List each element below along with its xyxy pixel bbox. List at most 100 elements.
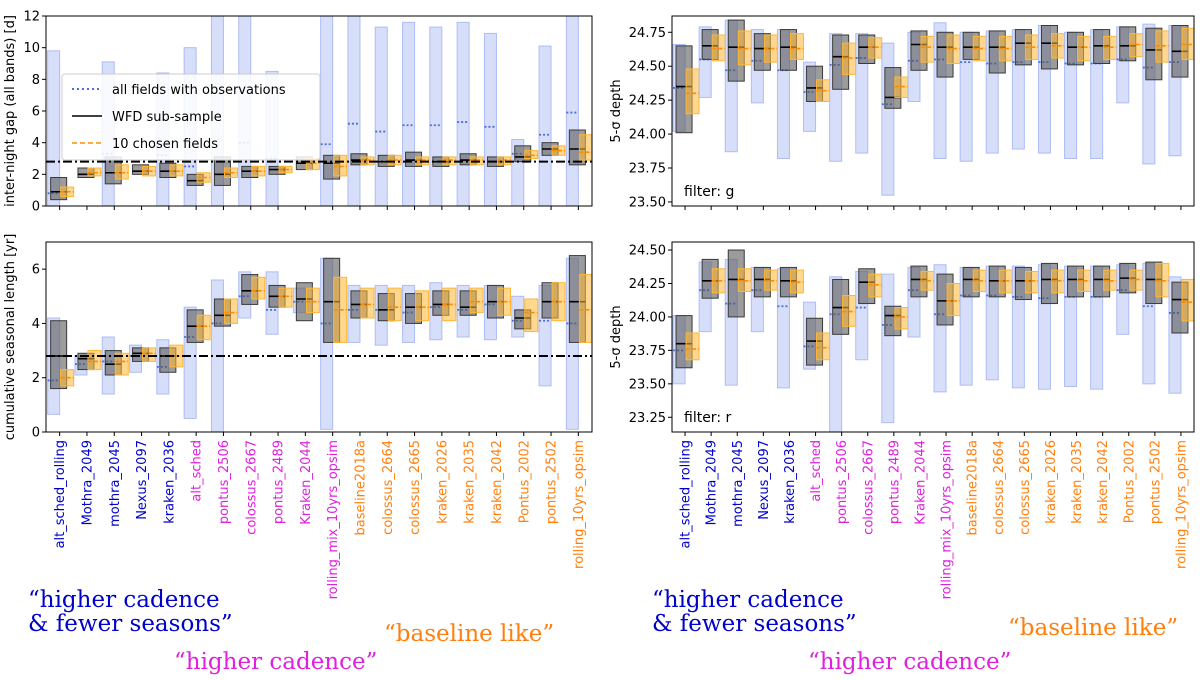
chosen-bar — [469, 287, 484, 314]
annotation-line1: “higher cadence — [28, 587, 220, 613]
x-tick-label: rolling_10yrs_opsim — [1174, 440, 1189, 569]
chosen-bar — [789, 33, 804, 60]
x-tick-label: alt_sched — [190, 440, 205, 502]
all-fields-bar — [538, 45, 552, 206]
x-tick-label: kraken_2042 — [1096, 440, 1111, 524]
x-tick-label: mothra_2045 — [108, 440, 123, 527]
panel-marks — [47, 255, 592, 432]
x-tick-label: colossus_2667 — [244, 440, 259, 535]
y-tick-label: 24.25 — [629, 94, 666, 109]
x-tick-label: rolling_10yrs_opsim — [572, 440, 587, 569]
y-tick-label: 23.50 — [629, 195, 666, 210]
x-tick-label: colossus_2665 — [1018, 440, 1033, 535]
x-tick-label: kraken_2035 — [1070, 440, 1085, 524]
chosen-bar — [278, 287, 293, 308]
annotation-fewer-seasons-left: “higher cadence & fewer seasons” — [28, 588, 233, 636]
annotation-baseline-like-left: “baseline like” — [384, 621, 555, 647]
panel-depth_g: 23.50 23.75 24.00 24.25 24.50 24.75 5-σ depth f… — [609, 15, 1195, 210]
all-fields-bar — [881, 273, 895, 424]
y-tick-label: 4 — [32, 317, 40, 332]
chosen-bar — [578, 134, 592, 161]
x-tick-label: pontus_2489 — [272, 440, 287, 524]
x-tick-label: Kraken_2044 — [299, 440, 314, 525]
legend: all fields with observations WFD sub-samp… — [61, 73, 321, 161]
y-tick-label: 23.75 — [629, 344, 666, 359]
annotation-line2: & fewer seasons” — [28, 611, 233, 637]
x-tick-label: kraken_2042 — [490, 440, 505, 524]
y-tick-label: 23.25 — [629, 411, 666, 426]
chosen-bar — [1024, 270, 1039, 294]
panel-season: 0 2 4 6 alt_sched_rolling Mothra_2049 mothra_2… — [3, 234, 593, 599]
y-tick-label: 23.75 — [629, 162, 666, 177]
y-tick-label: 8 — [32, 73, 40, 88]
chosen-bar — [114, 352, 129, 376]
legend-box — [61, 73, 321, 161]
chosen-bar — [946, 282, 961, 317]
annotation-fewer-seasons-right: “higher cadence & fewer seasons” — [652, 588, 857, 636]
all-fields-bar — [881, 42, 895, 196]
chosen-bar — [816, 332, 831, 361]
chosen-bar — [524, 298, 539, 333]
x-tick-label: colossus_2664 — [381, 440, 396, 535]
axes-frame — [671, 15, 1195, 207]
x-tick-label: kraken_2026 — [435, 440, 450, 524]
x-tick-label: mothra_2045 — [731, 440, 746, 527]
x-tick-label: kraken_2026 — [1044, 440, 1059, 524]
chosen-bar — [415, 290, 430, 322]
x-tick-label: Pontus_2002 — [517, 440, 532, 523]
x-tick-label: pontus_2502 — [1148, 440, 1163, 524]
x-tick-label: kraken_2035 — [463, 440, 478, 524]
y-tick-label: 0 — [32, 426, 40, 441]
x-tick-label: alt_sched_rolling — [679, 440, 694, 548]
y-tick-label: 6 — [32, 105, 40, 120]
y-tick-label: 6 — [32, 263, 40, 278]
all-fields-bar — [402, 21, 416, 206]
y-tick-label: 2 — [32, 168, 40, 183]
y-tick-label: 24.00 — [629, 128, 666, 143]
x-tick-label: colossus_2664 — [992, 440, 1007, 535]
x-tick-label: Kraken_2044 — [913, 440, 928, 525]
axes-frame — [671, 241, 1195, 433]
x-tick-label: kraken_2036 — [783, 440, 798, 524]
all-fields-bar — [565, 16, 579, 206]
all-fields-bar — [429, 26, 443, 206]
y-tick-label: 24.00 — [629, 310, 666, 325]
legend-label-chosen: 10 chosen fields — [112, 137, 218, 152]
chosen-bar — [305, 287, 320, 314]
x-tick-label: rolling_mix_10yrs_opsim — [326, 440, 341, 599]
all-fields-bar — [483, 32, 497, 206]
x-tick-label: Mothra_2049 — [80, 440, 95, 525]
axes-frame — [45, 241, 593, 433]
x-tick-label: alt_sched_rolling — [53, 440, 68, 548]
x-tick-label: alt_sched — [809, 440, 824, 502]
legend-label-wfd: WFD sub-sample — [112, 110, 222, 125]
panel-gap: 0 2 4 6 8 10 12 inter-night gap (all bands) [d]… — [3, 10, 593, 215]
y-tick-label: 12 — [23, 10, 40, 25]
x-tick-label: baseline2018a — [353, 440, 368, 536]
annotation-higher-cadence-right: “higher cadence” — [808, 649, 1012, 675]
x-tick-label: Mothra_2049 — [705, 440, 720, 525]
chosen-bar — [387, 287, 402, 322]
x-tick-label: colossus_2667 — [861, 440, 876, 535]
annotation-line2: & fewer seasons” — [652, 611, 857, 637]
x-tick-label: kraken_2036 — [162, 440, 177, 524]
chosen-bar — [1181, 278, 1194, 322]
y-axis-label: 5-σ depth — [609, 305, 624, 368]
chosen-bar — [685, 68, 700, 115]
panel-marks — [672, 19, 1194, 196]
y-tick-label: 10 — [23, 41, 40, 56]
x-tick-label: pontus_2506 — [835, 440, 850, 524]
all-fields-bar — [47, 50, 61, 206]
chosen-bar — [578, 274, 592, 343]
annotation-line1: “higher cadence — [652, 587, 844, 613]
y-tick-label: 23.50 — [629, 377, 666, 392]
x-tick-label: Nexus_2097 — [757, 440, 772, 520]
annotation-higher-cadence-left: “higher cadence” — [174, 649, 378, 675]
y-axis-label: cumulative seasonal length [yr] — [3, 234, 18, 441]
x-tick-label: pontus_2502 — [545, 440, 560, 524]
legend-label-all_fields: all fields with observations — [112, 83, 286, 98]
chosen-bar — [920, 35, 935, 63]
all-fields-bar — [456, 21, 470, 206]
all-fields-bar — [374, 26, 388, 206]
